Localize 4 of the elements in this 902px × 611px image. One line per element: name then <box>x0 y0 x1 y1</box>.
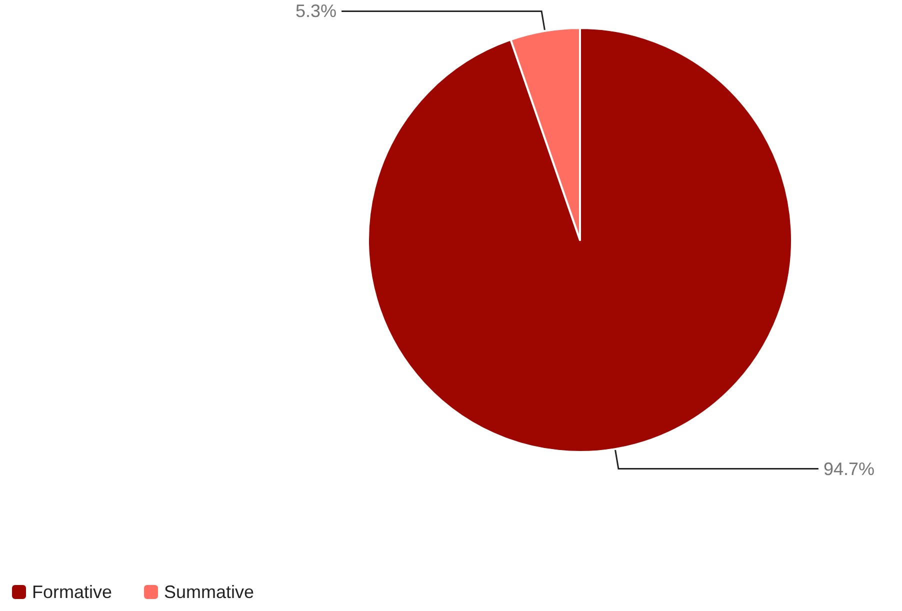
legend-label: Summative <box>164 582 254 602</box>
data-label: 94.7% <box>823 458 874 479</box>
legend-label: Formative <box>32 582 112 602</box>
data-label: 5.3% <box>296 1 337 22</box>
